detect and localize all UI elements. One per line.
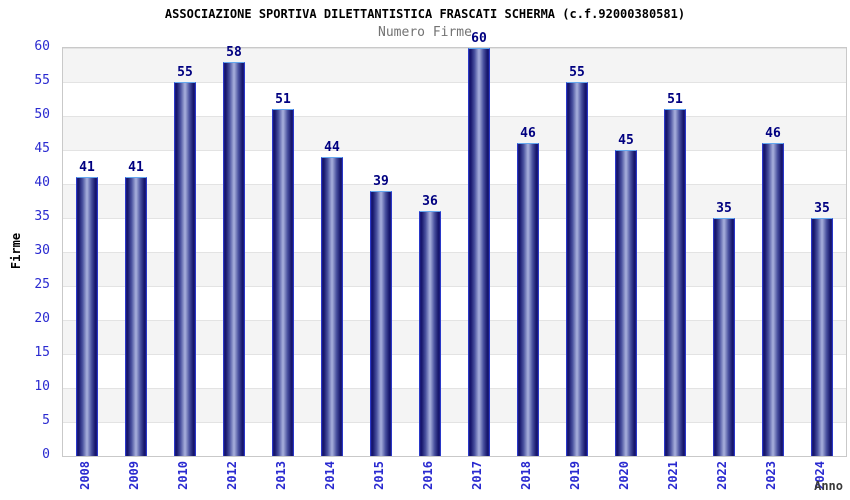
plot-area: 41 41 55 58 51 44 39 36 60 46 55 45 51 35 46 35	[62, 31, 847, 457]
bar-2010	[174, 82, 196, 456]
chart-subtitle: Numero Firme	[378, 25, 472, 40]
x-tick-2019: 2019	[568, 461, 582, 490]
x-axis-ticks: 2008 2009 2010 2012 2013 2014 2015 2016 2017 2018…	[62, 461, 845, 500]
bar-value-label: 51	[667, 92, 683, 107]
bar-2009	[125, 177, 147, 456]
y-axis-ticks: 0 5 10 15 20 25 30 35 40 45 50 55 60	[0, 39, 56, 462]
x-tick-2020: 2020	[617, 461, 631, 490]
bar-2014	[321, 157, 343, 456]
chart-title: ASSOCIAZIONE SPORTIVA DILETTANTISTICA FR…	[164, 7, 686, 21]
bar-2019	[566, 82, 588, 456]
x-tick-2008: 2008	[78, 461, 92, 490]
x-axis-label: Anno	[814, 479, 843, 493]
bar-2015	[370, 191, 392, 456]
bar-value-label: 58	[226, 45, 242, 60]
y-tick-40: 40	[34, 175, 50, 190]
y-tick-5: 5	[42, 413, 50, 428]
x-tick-2010: 2010	[176, 461, 190, 490]
bar-2024	[811, 218, 833, 456]
bar-value-label: 41	[128, 160, 144, 175]
x-tick-2023: 2023	[764, 461, 778, 490]
bar-value-label: 55	[569, 65, 585, 80]
y-tick-45: 45	[34, 141, 50, 156]
bar-value-label: 51	[275, 92, 291, 107]
bar-value-label: 35	[814, 201, 830, 216]
x-tick-2018: 2018	[519, 461, 533, 490]
bar-2020	[615, 150, 637, 456]
bar-value-label: 45	[618, 133, 634, 148]
bar-2008	[76, 177, 98, 456]
bar-2012	[223, 62, 245, 456]
y-tick-55: 55	[34, 73, 50, 88]
x-tick-2009: 2009	[127, 461, 141, 490]
bar-value-label: 60	[471, 31, 487, 46]
y-tick-50: 50	[34, 107, 50, 122]
bar-2016	[419, 211, 441, 456]
bar-2017	[468, 48, 490, 456]
y-tick-10: 10	[34, 379, 50, 394]
y-tick-15: 15	[34, 345, 50, 360]
bar-2013	[272, 109, 294, 456]
bar-value-label: 39	[373, 174, 389, 189]
bar-value-label: 46	[520, 126, 536, 141]
bar-value-label: 55	[177, 65, 193, 80]
bar-value-label: 46	[765, 126, 781, 141]
x-tick-2015: 2015	[372, 461, 386, 490]
bar-2018	[517, 143, 539, 456]
bar-2021	[664, 109, 686, 456]
x-tick-2012: 2012	[225, 461, 239, 490]
bar-2022	[713, 218, 735, 456]
bar-2023	[762, 143, 784, 456]
y-tick-20: 20	[34, 311, 50, 326]
y-tick-35: 35	[34, 209, 50, 224]
bar-value-label: 44	[324, 140, 340, 155]
x-tick-2013: 2013	[274, 461, 288, 490]
y-tick-0: 0	[42, 447, 50, 462]
x-tick-2014: 2014	[323, 461, 337, 490]
y-tick-60: 60	[34, 39, 50, 54]
x-tick-2022: 2022	[715, 461, 729, 490]
bar-value-label: 41	[79, 160, 95, 175]
x-tick-2017: 2017	[470, 461, 484, 490]
bar-value-label: 36	[422, 194, 438, 209]
x-tick-2021: 2021	[666, 461, 680, 490]
bar-value-label: 35	[716, 201, 732, 216]
y-axis-label: Firme	[9, 232, 23, 270]
x-tick-2016: 2016	[421, 461, 435, 490]
y-tick-25: 25	[34, 277, 50, 292]
y-tick-30: 30	[34, 243, 50, 258]
